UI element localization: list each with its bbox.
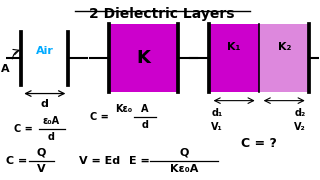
Text: ε₀A: ε₀A: [43, 116, 60, 126]
Bar: [109, 24, 178, 92]
Text: V = Ed: V = Ed: [79, 156, 120, 166]
Bar: [209, 24, 259, 92]
Text: C =: C =: [13, 124, 32, 134]
Text: d: d: [41, 99, 49, 109]
Text: Kε₀A: Kε₀A: [170, 164, 198, 174]
Text: 2 Dielectric Layers: 2 Dielectric Layers: [89, 7, 235, 21]
Text: A: A: [141, 104, 149, 114]
Text: V₁: V₁: [211, 122, 223, 132]
Text: d₁: d₁: [211, 108, 222, 118]
Bar: [259, 24, 309, 92]
Text: A: A: [1, 64, 10, 74]
Text: d: d: [48, 132, 55, 142]
Text: Q: Q: [37, 148, 46, 158]
Text: K₂: K₂: [277, 42, 291, 52]
Text: V₂: V₂: [294, 122, 306, 132]
Text: Kε₀: Kε₀: [115, 104, 132, 114]
Text: C =: C =: [6, 156, 28, 166]
Text: E =: E =: [129, 156, 150, 166]
Text: C =: C =: [90, 112, 109, 122]
Text: K: K: [136, 49, 150, 67]
Text: Air: Air: [36, 46, 54, 56]
Text: C = ?: C = ?: [241, 137, 277, 150]
Text: V: V: [37, 164, 46, 174]
Text: K₁: K₁: [228, 42, 241, 52]
Text: Q: Q: [180, 148, 189, 158]
Text: d₂: d₂: [294, 108, 306, 118]
Text: d: d: [141, 120, 148, 130]
